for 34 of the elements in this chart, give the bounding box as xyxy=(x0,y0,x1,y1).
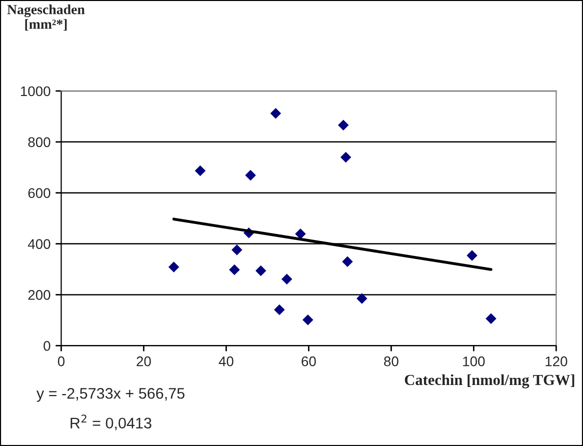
x-tick-label: 100 xyxy=(463,356,485,366)
point xyxy=(270,108,282,119)
x-tick-label: 60 xyxy=(302,356,316,366)
point xyxy=(486,313,496,324)
point xyxy=(342,256,353,267)
point xyxy=(338,120,349,130)
x-tick-label: 120 xyxy=(546,356,568,366)
y-tick-label: 600 xyxy=(28,188,50,198)
point xyxy=(232,244,242,256)
x-tick-label: 40 xyxy=(218,356,234,366)
y-tick-label: 1000 xyxy=(20,86,50,96)
y-tick-label: 400 xyxy=(28,239,50,249)
x-tick-label: 80 xyxy=(384,356,398,366)
text: R$^{2}$ = 0,0413 xyxy=(70,414,152,430)
point xyxy=(302,314,314,326)
point xyxy=(274,304,285,316)
point xyxy=(295,228,306,240)
point xyxy=(168,262,180,272)
y-tick-label: 800 xyxy=(28,137,50,148)
x-tick-label: 0 xyxy=(58,356,65,366)
point xyxy=(245,170,256,181)
x-axis-title: Catechin [nmol/mg TGW] xyxy=(404,374,574,388)
y-tick-label: 0 xyxy=(44,340,50,351)
text: y = -2,5733x + 566,75 xyxy=(36,388,184,402)
point xyxy=(281,274,292,285)
x-tick-label: 20 xyxy=(136,356,151,366)
point xyxy=(340,152,352,163)
point xyxy=(466,250,478,261)
point xyxy=(229,264,240,276)
y-axis-title: Nageschaden [mm²*] xyxy=(7,4,85,31)
y-tick-label: 200 xyxy=(28,290,50,300)
point xyxy=(255,265,266,276)
point xyxy=(356,293,368,304)
point xyxy=(194,165,206,176)
